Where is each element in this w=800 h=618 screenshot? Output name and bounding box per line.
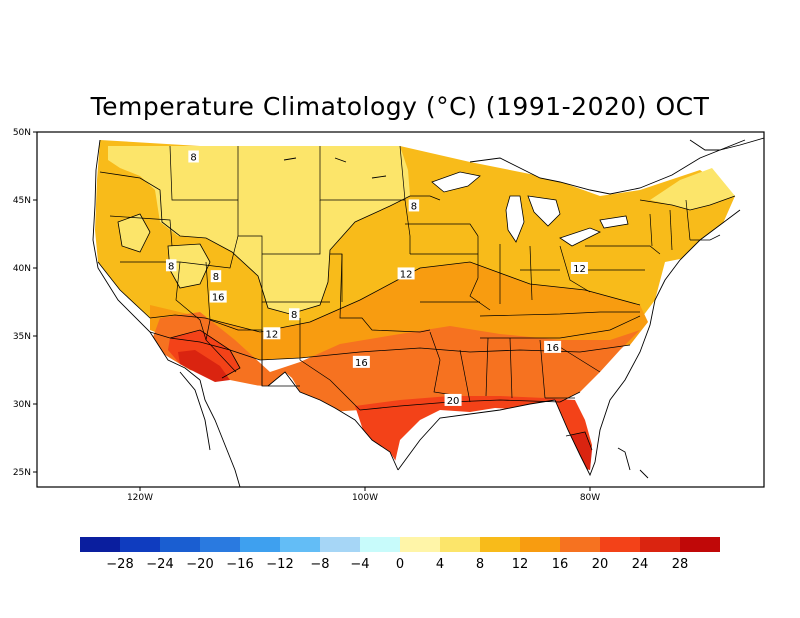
colorbar-label: −16 bbox=[226, 557, 253, 572]
colorbar-swatch bbox=[320, 537, 360, 552]
colorbar-swatch bbox=[120, 537, 160, 552]
fill-band-24-28 bbox=[178, 350, 230, 382]
lon-label-80w: 80W bbox=[580, 493, 600, 503]
fill-band-20-24 bbox=[355, 396, 592, 470]
lat-label-35n: 35N bbox=[13, 332, 31, 342]
colorbar-label: −20 bbox=[186, 557, 213, 572]
colorbar-swatch bbox=[400, 537, 440, 552]
contour-label: 16 bbox=[212, 293, 225, 304]
contour-lines bbox=[97, 171, 736, 451]
colorbar-label: 0 bbox=[396, 557, 404, 572]
contour-label: 12 bbox=[400, 269, 413, 280]
colorbar-swatch bbox=[200, 537, 240, 552]
fill-band-4-8 bbox=[108, 146, 410, 314]
contour-label: 16 bbox=[546, 343, 559, 354]
colorbar-swatch bbox=[80, 537, 120, 552]
map-area: 8 8 8 8 8 12 12 12 16 16 16 20 bbox=[37, 132, 764, 487]
fill-band-4-8-oregon bbox=[118, 214, 150, 252]
colorbar-swatch bbox=[680, 537, 720, 552]
lon-tick-marks bbox=[139, 487, 591, 491]
colorbar: −28 −24 −20 −16 −12 −8 −4 0 4 8 12 16 20 24 28 bbox=[80, 537, 720, 572]
lon-tick-labels: 120W 100W 80W bbox=[127, 493, 600, 503]
colorbar-label: 28 bbox=[672, 557, 689, 572]
coastlines bbox=[92, 137, 764, 487]
contour-label-bg bbox=[544, 340, 562, 353]
state-borders bbox=[109, 145, 721, 411]
colorbar-swatch bbox=[640, 537, 680, 552]
contour-label-bg bbox=[288, 308, 300, 321]
contour-label-bg bbox=[352, 355, 370, 368]
colorbar-label: −12 bbox=[266, 557, 293, 572]
contour-label-bg bbox=[210, 270, 222, 283]
colorbar-label: 12 bbox=[512, 557, 529, 572]
colorbar-swatch bbox=[160, 537, 200, 552]
contour-label-bg bbox=[263, 327, 281, 340]
lat-label-25n: 25N bbox=[13, 468, 31, 478]
lat-label-45n: 45N bbox=[13, 196, 31, 206]
colorbar-label: 20 bbox=[592, 557, 609, 572]
contour-label: 12 bbox=[266, 329, 279, 340]
colorbar-swatch bbox=[440, 537, 480, 552]
contour-label-group: 8 8 8 8 8 12 12 12 16 16 16 20 bbox=[165, 150, 588, 407]
contour-label-bg bbox=[397, 267, 415, 280]
contour-label-bg bbox=[408, 199, 420, 212]
colorbar-swatch bbox=[240, 537, 280, 552]
colorbar-label: 8 bbox=[476, 557, 484, 572]
fill-band-4-8-ne bbox=[650, 168, 735, 210]
colorbar-swatch bbox=[280, 537, 320, 552]
colorbar-label: −24 bbox=[146, 557, 173, 572]
ocean-mask bbox=[37, 132, 764, 487]
colorbar-label: 4 bbox=[436, 557, 444, 572]
contour-label: 8 bbox=[411, 201, 417, 212]
lat-tick-labels: 50N 45N 40N 35N 30N 25N bbox=[13, 128, 31, 478]
contour-label: 8 bbox=[190, 152, 196, 163]
contour-label-bg bbox=[570, 262, 588, 274]
great-lakes bbox=[431, 171, 629, 247]
colorbar-label: −28 bbox=[106, 557, 133, 572]
contour-label: 12 bbox=[573, 264, 586, 275]
colorbar-label: −4 bbox=[350, 557, 369, 572]
colorbar-swatch bbox=[360, 537, 400, 552]
contour-label-bg bbox=[188, 150, 199, 163]
lat-tick-marks bbox=[33, 131, 37, 473]
map-title: Temperature Climatology (°C) (1991-2020)… bbox=[90, 92, 710, 121]
colorbar-swatch bbox=[560, 537, 600, 552]
lon-label-120w: 120W bbox=[127, 493, 153, 503]
contour-label: 8 bbox=[291, 310, 297, 321]
colorbar-swatch bbox=[600, 537, 640, 552]
contour-label-bg bbox=[165, 259, 177, 272]
lat-label-50n: 50N bbox=[13, 128, 31, 138]
contour-label: 16 bbox=[355, 358, 368, 369]
contour-label: 20 bbox=[447, 396, 460, 407]
lon-label-100w: 100W bbox=[352, 493, 378, 503]
colorbar-swatch bbox=[480, 537, 520, 552]
map-frame bbox=[36, 131, 765, 488]
colorbar-swatch bbox=[520, 537, 560, 552]
lat-label-40n: 40N bbox=[13, 264, 31, 274]
colorbar-label: 16 bbox=[552, 557, 569, 572]
contour-label: 8 bbox=[213, 272, 219, 283]
lat-label-30n: 30N bbox=[13, 400, 31, 410]
contour-label-bg bbox=[209, 290, 227, 303]
contour-label-bg bbox=[444, 393, 462, 406]
contour-label: 8 bbox=[168, 261, 174, 272]
colorbar-label: 24 bbox=[632, 557, 649, 572]
colorbar-label: −8 bbox=[310, 557, 329, 572]
